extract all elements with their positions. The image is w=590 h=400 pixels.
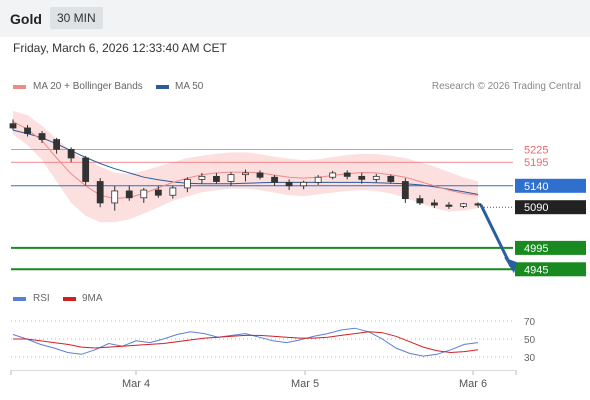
asset-title: Gold [10, 11, 42, 27]
candle-body [372, 175, 380, 180]
rsi-ma-line [13, 331, 479, 354]
ma50-line [12, 129, 479, 195]
candle-body [140, 189, 148, 199]
candle-body [198, 175, 206, 180]
rsi-ma-legend-label: 9MA [82, 293, 103, 304]
candle-body [227, 174, 235, 182]
support-label-4995: 4995 [524, 243, 548, 255]
timestamp: Friday, March 6, 2026 12:33:40 AM CET [13, 41, 227, 55]
candle-body [111, 190, 119, 204]
rsi-legend-label: RSI [33, 293, 50, 304]
candle-body [285, 181, 293, 187]
rsi-tick-50: 50 [524, 335, 536, 346]
candle-body [460, 203, 467, 207]
candle-body [256, 172, 264, 178]
rsi-tick-30: 30 [524, 353, 536, 364]
candle-body [154, 189, 162, 196]
rsi-tick-70: 70 [524, 317, 536, 328]
rsi-line [12, 327, 479, 357]
candle-body [343, 172, 351, 177]
support-box-4995 [515, 240, 586, 255]
support-label-4945: 4945 [524, 264, 548, 276]
x-axis-line [11, 370, 517, 371]
candle-body [24, 127, 31, 134]
ma50-legend-label: MA 50 [175, 81, 204, 92]
ma20-legend-label: MA 20 + Bollinger Bands [33, 81, 143, 92]
candle-body [213, 175, 220, 182]
candle-body [401, 181, 409, 200]
candle-body [67, 148, 75, 159]
candle-body [9, 123, 17, 129]
pivot-label-5140: 5140 [524, 181, 548, 193]
research-credit: Research © 2026 Trading Central [431, 81, 581, 92]
candle-body [474, 203, 482, 206]
ma20-swatch [13, 85, 26, 89]
candle-body [271, 176, 278, 183]
x-tick-label: Mar 5 [291, 378, 319, 390]
resistance-label-5195: 5195 [524, 157, 548, 169]
candle-body [53, 139, 60, 150]
rsi-ma-swatch [63, 297, 76, 301]
candle-body [125, 190, 133, 199]
candle-body [169, 187, 177, 196]
candle-body [82, 157, 90, 182]
x-tick-label: Mar 4 [122, 378, 150, 390]
candle-body [96, 181, 104, 204]
candle-body [300, 181, 308, 187]
candle-body [314, 176, 322, 183]
candle-body [329, 172, 337, 178]
forecast-arrow-shaft [479, 204, 513, 267]
rsi-swatch [13, 297, 26, 301]
candle-body [387, 175, 395, 182]
candle-body [358, 175, 366, 180]
forecast-arrow-head [504, 257, 517, 274]
last-price-label: 5090 [524, 202, 548, 214]
pivot-box-5140 [515, 178, 586, 193]
candle-body [416, 198, 424, 204]
candle-body [445, 204, 453, 207]
x-tick-label: Mar 6 [459, 378, 487, 390]
candle-body [38, 133, 46, 140]
support-box-4945 [515, 262, 586, 277]
ma50-swatch [156, 85, 169, 89]
candle-body [242, 172, 249, 176]
timeframe-badge[interactable]: 30 MIN [50, 7, 103, 29]
last-price-box [515, 200, 586, 215]
candle-body [183, 178, 191, 189]
resistance-label-5225: 5225 [524, 144, 548, 156]
chart-header: Gold 30 MIN [0, 0, 590, 37]
candle-body [431, 202, 438, 206]
